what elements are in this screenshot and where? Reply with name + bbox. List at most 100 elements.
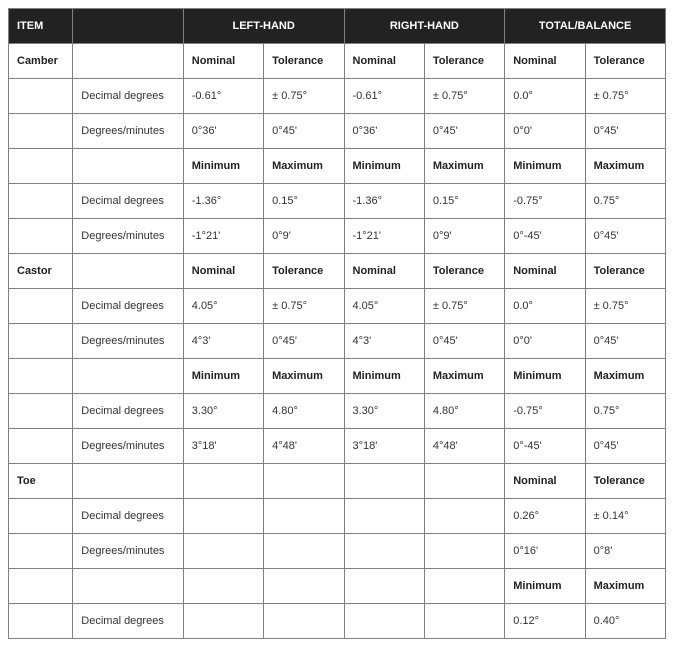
cell: -0.75°: [505, 184, 585, 219]
table-row: Minimum Maximum Minimum Maximum Minimum …: [9, 359, 666, 394]
subhead: Maximum: [264, 359, 344, 394]
subhead: Nominal: [344, 44, 424, 79]
cell: 0.15°: [424, 184, 504, 219]
cell: [9, 289, 73, 324]
cell: [9, 359, 73, 394]
table-row: Decimal degrees -1.36° 0.15° -1.36° 0.15…: [9, 184, 666, 219]
subhead: Maximum: [585, 359, 665, 394]
unit-label: Decimal degrees: [73, 604, 183, 639]
section-camber: Camber: [9, 44, 73, 79]
cell: [73, 254, 183, 289]
cell: [424, 464, 504, 499]
cell: 4°3': [183, 324, 263, 359]
subhead: Minimum: [183, 149, 263, 184]
cell: 3°18': [344, 429, 424, 464]
subhead: Tolerance: [264, 254, 344, 289]
cell: [344, 569, 424, 604]
header-blank: [73, 9, 183, 44]
cell: [9, 569, 73, 604]
cell: [183, 499, 263, 534]
subhead: Tolerance: [424, 254, 504, 289]
cell: [9, 324, 73, 359]
cell: 0.26°: [505, 499, 585, 534]
cell: [9, 79, 73, 114]
cell: 4.05°: [183, 289, 263, 324]
subhead: Nominal: [505, 44, 585, 79]
cell: [424, 604, 504, 639]
cell: [264, 534, 344, 569]
cell: 0°45': [585, 114, 665, 149]
cell: ± 0.75°: [585, 79, 665, 114]
section-castor: Castor: [9, 254, 73, 289]
cell: -1.36°: [344, 184, 424, 219]
cell: 3.30°: [183, 394, 263, 429]
header-left: LEFT-HAND: [183, 9, 344, 44]
cell: [183, 569, 263, 604]
table-row: Minimum Maximum: [9, 569, 666, 604]
cell: 0°36': [183, 114, 263, 149]
cell: ± 0.75°: [264, 79, 344, 114]
cell: -0.75°: [505, 394, 585, 429]
cell: 4.05°: [344, 289, 424, 324]
cell: 0°-45': [505, 219, 585, 254]
table-row: Decimal degrees 0.26° ± 0.14°: [9, 499, 666, 534]
table-header-row: ITEM LEFT-HAND RIGHT-HAND TOTAL/BALANCE: [9, 9, 666, 44]
cell: [73, 464, 183, 499]
cell: [9, 499, 73, 534]
cell: -1.36°: [183, 184, 263, 219]
cell: 3°18': [183, 429, 263, 464]
subhead: Nominal: [183, 254, 263, 289]
header-item: ITEM: [9, 9, 73, 44]
cell: ± 0.75°: [424, 289, 504, 324]
cell: 0°45': [424, 114, 504, 149]
subhead: Minimum: [344, 149, 424, 184]
cell: [73, 149, 183, 184]
cell: 0.12°: [505, 604, 585, 639]
header-right: RIGHT-HAND: [344, 9, 505, 44]
cell: [344, 604, 424, 639]
cell: [9, 534, 73, 569]
cell: 0°45': [585, 324, 665, 359]
subhead: Maximum: [424, 149, 504, 184]
subhead: Nominal: [505, 464, 585, 499]
cell: ± 0.75°: [264, 289, 344, 324]
cell: [183, 534, 263, 569]
unit-label: Decimal degrees: [73, 394, 183, 429]
cell: 0°36': [344, 114, 424, 149]
section-toe: Toe: [9, 464, 73, 499]
table-row: Camber Nominal Tolerance Nominal Toleran…: [9, 44, 666, 79]
unit-label: Degrees/minutes: [73, 324, 183, 359]
cell: 0°9': [424, 219, 504, 254]
cell: 4.80°: [424, 394, 504, 429]
cell: 0.0°: [505, 79, 585, 114]
cell: [344, 534, 424, 569]
unit-label: Degrees/minutes: [73, 429, 183, 464]
cell: [9, 114, 73, 149]
header-total: TOTAL/BALANCE: [505, 9, 666, 44]
cell: 4°48': [424, 429, 504, 464]
cell: 4°3': [344, 324, 424, 359]
cell: 0°45': [264, 324, 344, 359]
unit-label: Decimal degrees: [73, 79, 183, 114]
cell: [9, 184, 73, 219]
cell: [73, 44, 183, 79]
cell: [9, 149, 73, 184]
cell: 0.75°: [585, 394, 665, 429]
table-row: Degrees/minutes 0°16' 0°8': [9, 534, 666, 569]
cell: 0°45': [585, 429, 665, 464]
table-row: Toe Nominal Tolerance: [9, 464, 666, 499]
cell: -1°21': [344, 219, 424, 254]
cell: 0.75°: [585, 184, 665, 219]
spec-table: ITEM LEFT-HAND RIGHT-HAND TOTAL/BALANCE …: [8, 8, 666, 639]
subhead: Minimum: [183, 359, 263, 394]
table-row: Castor Nominal Tolerance Nominal Toleran…: [9, 254, 666, 289]
cell: -1°21': [183, 219, 263, 254]
subhead: Tolerance: [264, 44, 344, 79]
unit-label: Degrees/minutes: [73, 534, 183, 569]
unit-label: Degrees/minutes: [73, 219, 183, 254]
unit-label: Degrees/minutes: [73, 114, 183, 149]
cell: [344, 499, 424, 534]
subhead: Minimum: [505, 359, 585, 394]
subhead: Minimum: [344, 359, 424, 394]
cell: [264, 604, 344, 639]
